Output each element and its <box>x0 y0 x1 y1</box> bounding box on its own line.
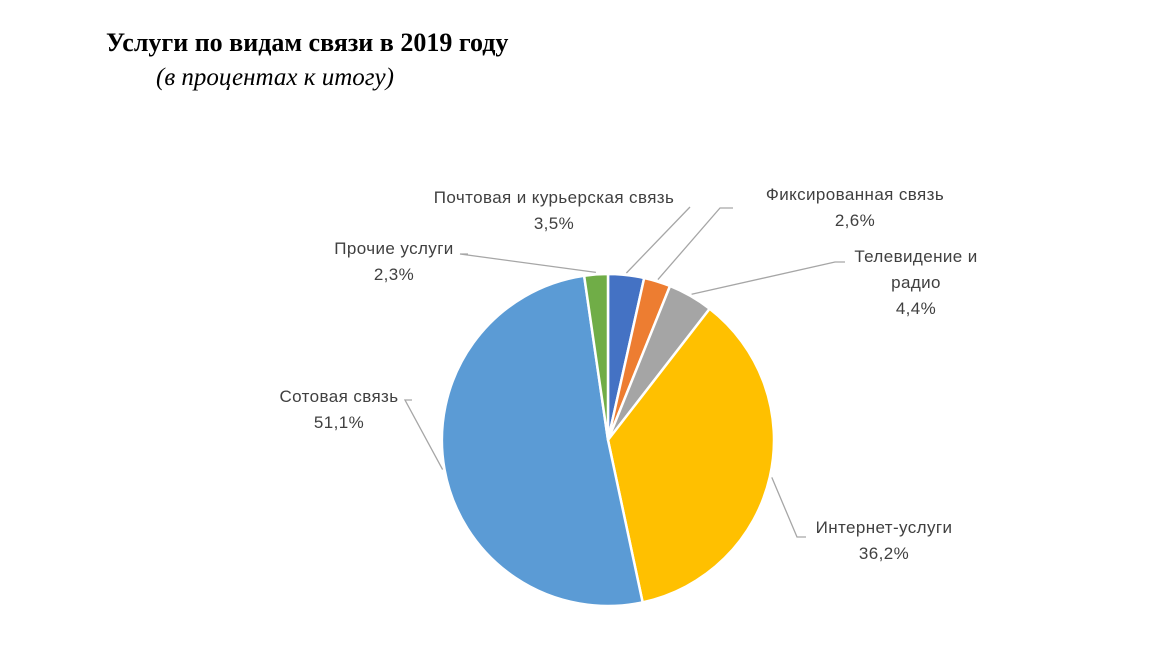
pie-slice <box>440 274 644 608</box>
pie-slice <box>582 272 610 442</box>
leader-line <box>657 207 733 281</box>
slice-label: Интернет-услуги 36,2% <box>816 518 953 563</box>
chart-subtitle: (в процентах к итогу) <box>156 64 394 91</box>
pie-slices <box>440 272 776 608</box>
leader-line <box>403 399 444 470</box>
slice-value-label: 2,6% <box>835 211 875 230</box>
slice-category-label: Почтовая и курьерская связь <box>434 188 675 207</box>
chart-title: Услуги по видам связи в 2019 году <box>106 28 509 57</box>
slice-category-label: Сотовая связь <box>279 387 398 406</box>
leader-line <box>459 253 596 274</box>
slice-label: Сотовая связь 51,1% <box>279 387 398 432</box>
leader-line <box>691 261 845 295</box>
slice-label: Почтовая и курьерская связь 3,5% <box>434 188 675 233</box>
pie-slice <box>606 307 776 604</box>
slice-value-label: 3,5% <box>534 214 574 233</box>
leader-lines <box>403 206 845 538</box>
slice-category-label: Интернет-услуги <box>816 518 953 537</box>
slice-value-label: 51,1% <box>314 413 364 432</box>
slice-labels: Почтовая и курьерская связь 3,5% Фиксирова… <box>279 185 977 563</box>
slice-label: Телевидение и радио 4,4% <box>854 247 977 318</box>
leader-line <box>625 206 691 274</box>
slice-label: Прочие услуги 2,3% <box>334 239 453 284</box>
slice-value-label: 36,2% <box>859 544 909 563</box>
slice-category-label: Фиксированная связь <box>766 185 944 204</box>
slice-category-label: радио <box>891 273 941 292</box>
slice-category-label: Прочие услуги <box>334 239 453 258</box>
slice-value-label: 2,3% <box>374 265 414 284</box>
leader-line <box>771 477 806 538</box>
slice-label: Фиксированная связь 2,6% <box>766 185 944 230</box>
slice-category-label: Телевидение и <box>854 247 977 266</box>
slice-value-label: 4,4% <box>896 299 936 318</box>
